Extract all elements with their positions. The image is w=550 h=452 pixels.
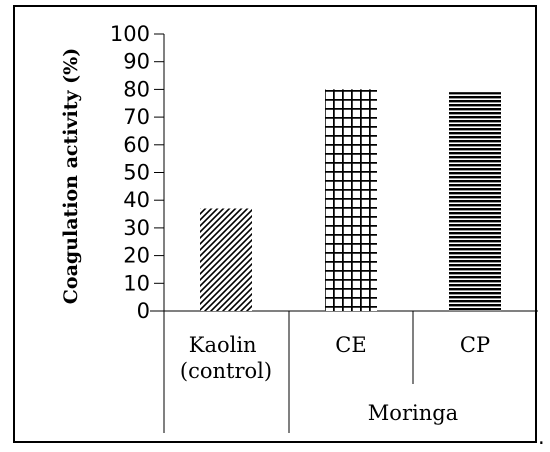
category-label-kaolin-line1: Kaolin <box>189 333 257 357</box>
y-tick-label: 100 <box>110 22 150 46</box>
y-tick-label: 70 <box>123 105 150 129</box>
y-tick-label: 80 <box>123 77 150 101</box>
y-tick-label: 40 <box>123 188 150 212</box>
y-tick-label: 60 <box>123 133 150 157</box>
chart-frame <box>13 5 537 443</box>
category-label-cp: CP <box>460 333 490 357</box>
trailing-period: . <box>538 425 545 449</box>
bar-cp <box>449 92 501 311</box>
y-axis-ticks: 0 10 20 30 40 50 60 70 80 90 100 <box>110 22 164 323</box>
bar-kaolin <box>200 208 252 311</box>
category-label-kaolin-line2: (control) <box>180 359 272 383</box>
y-tick-label: 30 <box>123 216 150 240</box>
y-tick-label: 10 <box>123 271 150 295</box>
group-label-moringa: Moringa <box>368 401 458 425</box>
y-tick-label: 20 <box>123 244 150 268</box>
y-tick-label: 50 <box>123 161 150 185</box>
y-axis-title: Coagulation activity (%) <box>60 48 82 304</box>
category-label-ce: CE <box>335 333 366 357</box>
y-tick-label: 0 <box>137 299 150 323</box>
bar-ce <box>325 89 377 312</box>
y-tick-label: 90 <box>123 50 150 74</box>
category-label-kaolin: Kaolin (control) <box>180 333 272 383</box>
bars-group <box>200 89 501 312</box>
